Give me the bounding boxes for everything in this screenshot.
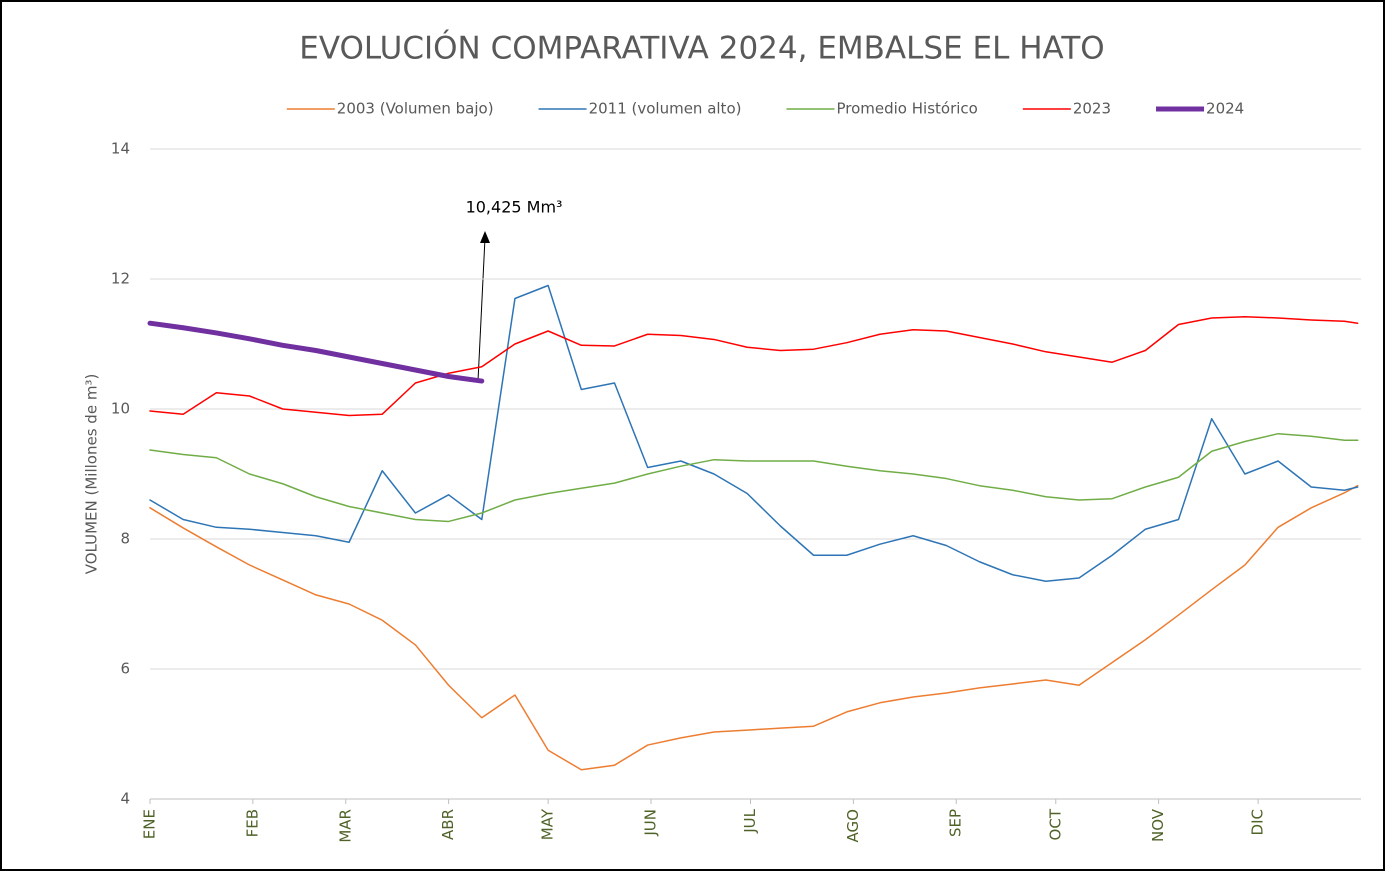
series-line (149, 315, 1359, 417)
y-tick-label: 12 (111, 270, 130, 288)
chart-title: EVOLUCIÓN COMPARATIVA 2024, EMBALSE EL H… (299, 30, 1104, 67)
series-line (147, 320, 485, 384)
x-tick-label: JUL (741, 808, 759, 833)
x-tick-label: OCT (1046, 808, 1064, 840)
x-tick-label: AGO (844, 809, 862, 842)
series-line (149, 484, 1359, 771)
legend-label: Promedio Histórico (836, 100, 977, 118)
x-tick-label: NOV (1149, 808, 1167, 842)
x-tick-label: ABR (439, 809, 457, 840)
legend-label: 2011 (volumen alto) (589, 100, 742, 118)
legend-label: 2003 (Volumen bajo) (337, 100, 494, 118)
x-tick-label: DIC (1249, 809, 1267, 835)
y-axis-label: VOLUMEN (Millones de m³) (83, 374, 101, 575)
y-tick-label: 8 (120, 530, 130, 548)
y-tick-label: 10 (111, 400, 130, 418)
legend-label: 2023 (1073, 100, 1111, 118)
x-tick-label: ENE (141, 809, 159, 839)
annotation-arrowhead (480, 231, 490, 243)
x-tick-label: MAR (336, 809, 354, 843)
x-tick-label: MAY (539, 808, 557, 840)
y-tick-label: 14 (111, 140, 130, 158)
legend-label: 2024 (1206, 100, 1244, 118)
x-tick-label: SEP (947, 809, 965, 837)
annotation: 10,425 Mm³ (466, 198, 563, 217)
x-tick-label: FEB (243, 809, 261, 837)
series-line (149, 284, 1359, 582)
y-tick-label: 6 (120, 660, 130, 678)
y-tick-label: 4 (120, 790, 130, 808)
x-tick-label: JUN (641, 809, 659, 837)
legend: 2003 (Volumen bajo) 2011 (volumen alto) Pr… (286, 100, 1244, 118)
series-line (149, 432, 1359, 523)
annotation-arrow (477, 237, 486, 382)
